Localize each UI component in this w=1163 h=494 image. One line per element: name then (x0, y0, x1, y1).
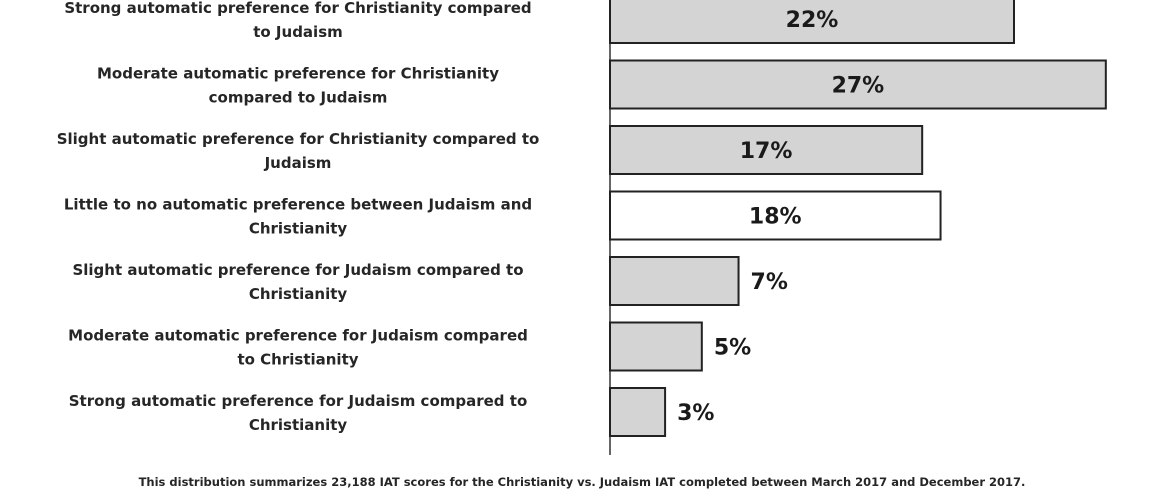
bar-6 (609, 321, 703, 372)
chart-footnote: This distribution summarizes 23,188 IAT … (139, 475, 1026, 489)
value-label-7: 3% (677, 401, 714, 426)
category-label-1: Strong automatic preference for Christia… (64, 0, 531, 41)
value-label-5: 7% (751, 270, 788, 295)
category-labels: Strong automatic preference for Christia… (57, 0, 540, 434)
bar-2 (609, 59, 1107, 110)
value-label-4: 18% (749, 205, 802, 230)
bar-7 (609, 387, 667, 437)
bars (609, 0, 1107, 437)
category-label-4: Little to no automatic preference betwee… (64, 196, 532, 238)
bar-1 (609, 0, 1015, 44)
bar-5 (609, 256, 740, 306)
category-label-5: Slight automatic preference for Judaism … (72, 261, 523, 303)
category-label-3: Slight automatic preference for Christia… (57, 130, 540, 172)
value-label-3: 17% (740, 139, 793, 164)
bar-3 (609, 125, 924, 175)
category-label-7: Strong automatic preference for Judaism … (69, 392, 528, 434)
category-label-2: Moderate automatic preference for Christ… (97, 65, 499, 107)
value-label-6: 5% (714, 336, 751, 361)
bar-4 (609, 190, 942, 241)
value-labels: 22% 27% 17% 18% 7% 5% 3% (677, 8, 884, 426)
value-label-1: 22% (786, 8, 839, 33)
value-label-2: 27% (832, 74, 885, 99)
category-label-6: Moderate automatic preference for Judais… (68, 327, 528, 369)
